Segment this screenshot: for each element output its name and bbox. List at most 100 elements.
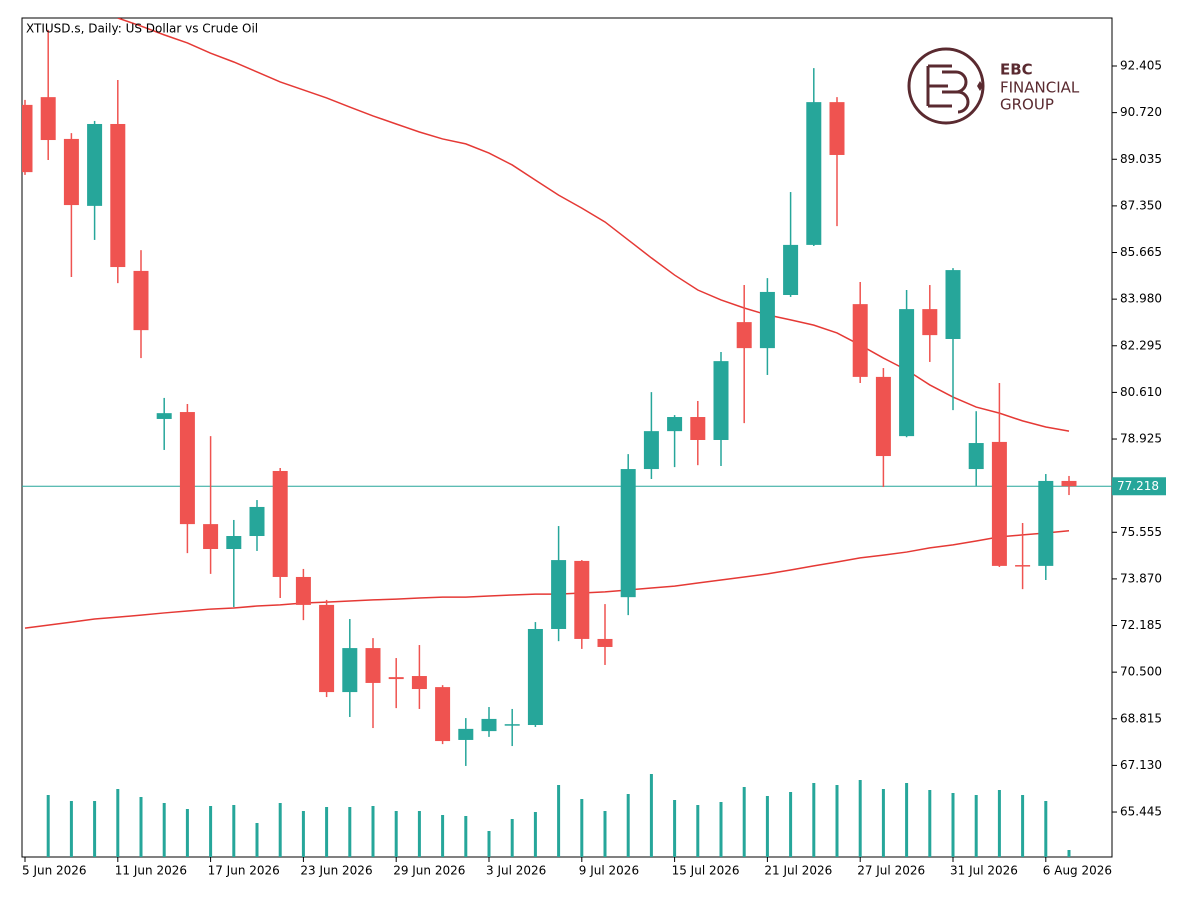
volume-bar: [673, 800, 677, 857]
volume-bar: [719, 802, 723, 857]
logo-brand: EBC: [1000, 61, 1033, 79]
candle-body: [829, 102, 845, 155]
candle-body: [713, 361, 729, 440]
logo-star: [977, 81, 983, 91]
candle-body: [597, 638, 613, 647]
volume-bar: [928, 790, 932, 857]
candle-body: [481, 718, 497, 732]
candle-body: [156, 413, 172, 419]
x-tick-label: 23 Jun 2026: [300, 864, 372, 878]
candle-body: [203, 524, 219, 550]
y-tick-label: 67.130: [1120, 758, 1162, 772]
y-tick-label: 73.870: [1120, 571, 1162, 585]
candle-body: [875, 376, 891, 457]
candle-body: [667, 417, 683, 432]
x-tick-label: 29 Jun 2026: [393, 864, 465, 878]
volume-bar: [278, 803, 282, 857]
x-tick-label: 15 Jul 2026: [672, 864, 740, 878]
volume-bar: [696, 805, 700, 857]
y-tick-label: 70.500: [1120, 665, 1162, 679]
y-tick-label: 75.555: [1120, 525, 1162, 539]
volume-bar: [858, 780, 862, 857]
x-tick-label: 3 Jul 2026: [486, 864, 546, 878]
candle-body: [759, 291, 775, 349]
y-tick-label: 82.295: [1120, 338, 1162, 352]
candle-body: [272, 470, 288, 577]
volume-bar: [603, 811, 607, 857]
candle-body: [806, 102, 822, 245]
y-tick-label: 87.350: [1120, 198, 1162, 212]
candle-body: [411, 676, 427, 690]
volume-bar: [185, 809, 189, 857]
candle-body: [1038, 480, 1054, 566]
y-tick-label: 65.445: [1120, 805, 1162, 819]
candle-body: [736, 322, 752, 349]
candle-body: [504, 724, 520, 726]
volume-bar: [626, 794, 630, 857]
candle-body: [783, 244, 799, 295]
x-tick-label: 17 Jun 2026: [208, 864, 280, 878]
candle-body: [968, 443, 984, 470]
candle-body: [63, 138, 79, 206]
candle-body: [133, 270, 149, 331]
y-tick-label: 90.720: [1120, 105, 1162, 119]
volume-bar: [487, 831, 491, 857]
candle-body: [922, 309, 938, 336]
candle-body: [945, 270, 961, 339]
volume-bar: [649, 774, 653, 857]
candle-body: [458, 728, 474, 740]
candle-body: [319, 604, 335, 693]
candle-body: [643, 431, 659, 470]
logo-line: GROUP: [1000, 96, 1054, 114]
volume-bar: [301, 811, 305, 857]
y-tick-label: 68.815: [1120, 711, 1162, 725]
candle-body: [249, 506, 265, 537]
y-tick-label: 85.665: [1120, 245, 1162, 259]
candle-body: [226, 536, 242, 550]
x-tick-label: 21 Jul 2026: [764, 864, 832, 878]
candle-body: [991, 441, 1007, 566]
candle-body: [435, 687, 451, 742]
volume-bar: [371, 806, 375, 857]
x-tick-label: 5 Jun 2026: [22, 864, 87, 878]
volume-bar: [789, 792, 793, 857]
y-tick-label: 72.185: [1120, 618, 1162, 632]
volume-bar: [348, 807, 352, 857]
candle-body: [295, 576, 311, 605]
volume-bar: [209, 806, 213, 857]
volume-bar: [881, 789, 885, 857]
logo-line: FINANCIAL: [1000, 79, 1080, 97]
moving-average-line: [24, 530, 1070, 629]
x-tick-label: 31 Jul 2026: [950, 864, 1018, 878]
volume-bar: [116, 789, 120, 857]
x-tick-label: 9 Jul 2026: [579, 864, 639, 878]
logo: EBC FINANCIAL GROUP: [907, 47, 1080, 125]
candle-body: [179, 412, 195, 525]
candle-body: [110, 123, 126, 268]
volume-bar: [1044, 801, 1048, 857]
candle-body: [1015, 565, 1031, 567]
candle-body: [852, 304, 868, 377]
volume-bar: [812, 783, 816, 857]
current-price-box: [1112, 477, 1166, 496]
candle-body: [365, 648, 381, 683]
candle-body: [690, 417, 706, 440]
candle-body: [574, 560, 590, 639]
y-tick-label: 80.610: [1120, 385, 1162, 399]
candle-body: [40, 97, 56, 141]
volume-bar: [69, 801, 73, 857]
current-price-label: 77.218: [1117, 479, 1159, 493]
candle-body: [527, 628, 543, 726]
volume-bar: [255, 823, 259, 857]
volume-bar: [394, 811, 398, 857]
volume-bar: [905, 783, 909, 857]
candle-body: [388, 677, 404, 680]
volume-bar: [464, 816, 468, 857]
candle-body: [551, 560, 567, 629]
logo-mark: [926, 64, 970, 114]
candle-body: [1061, 480, 1077, 487]
candle-body: [87, 123, 103, 206]
volume-bar: [1021, 795, 1025, 857]
volume-bar: [1067, 850, 1071, 857]
